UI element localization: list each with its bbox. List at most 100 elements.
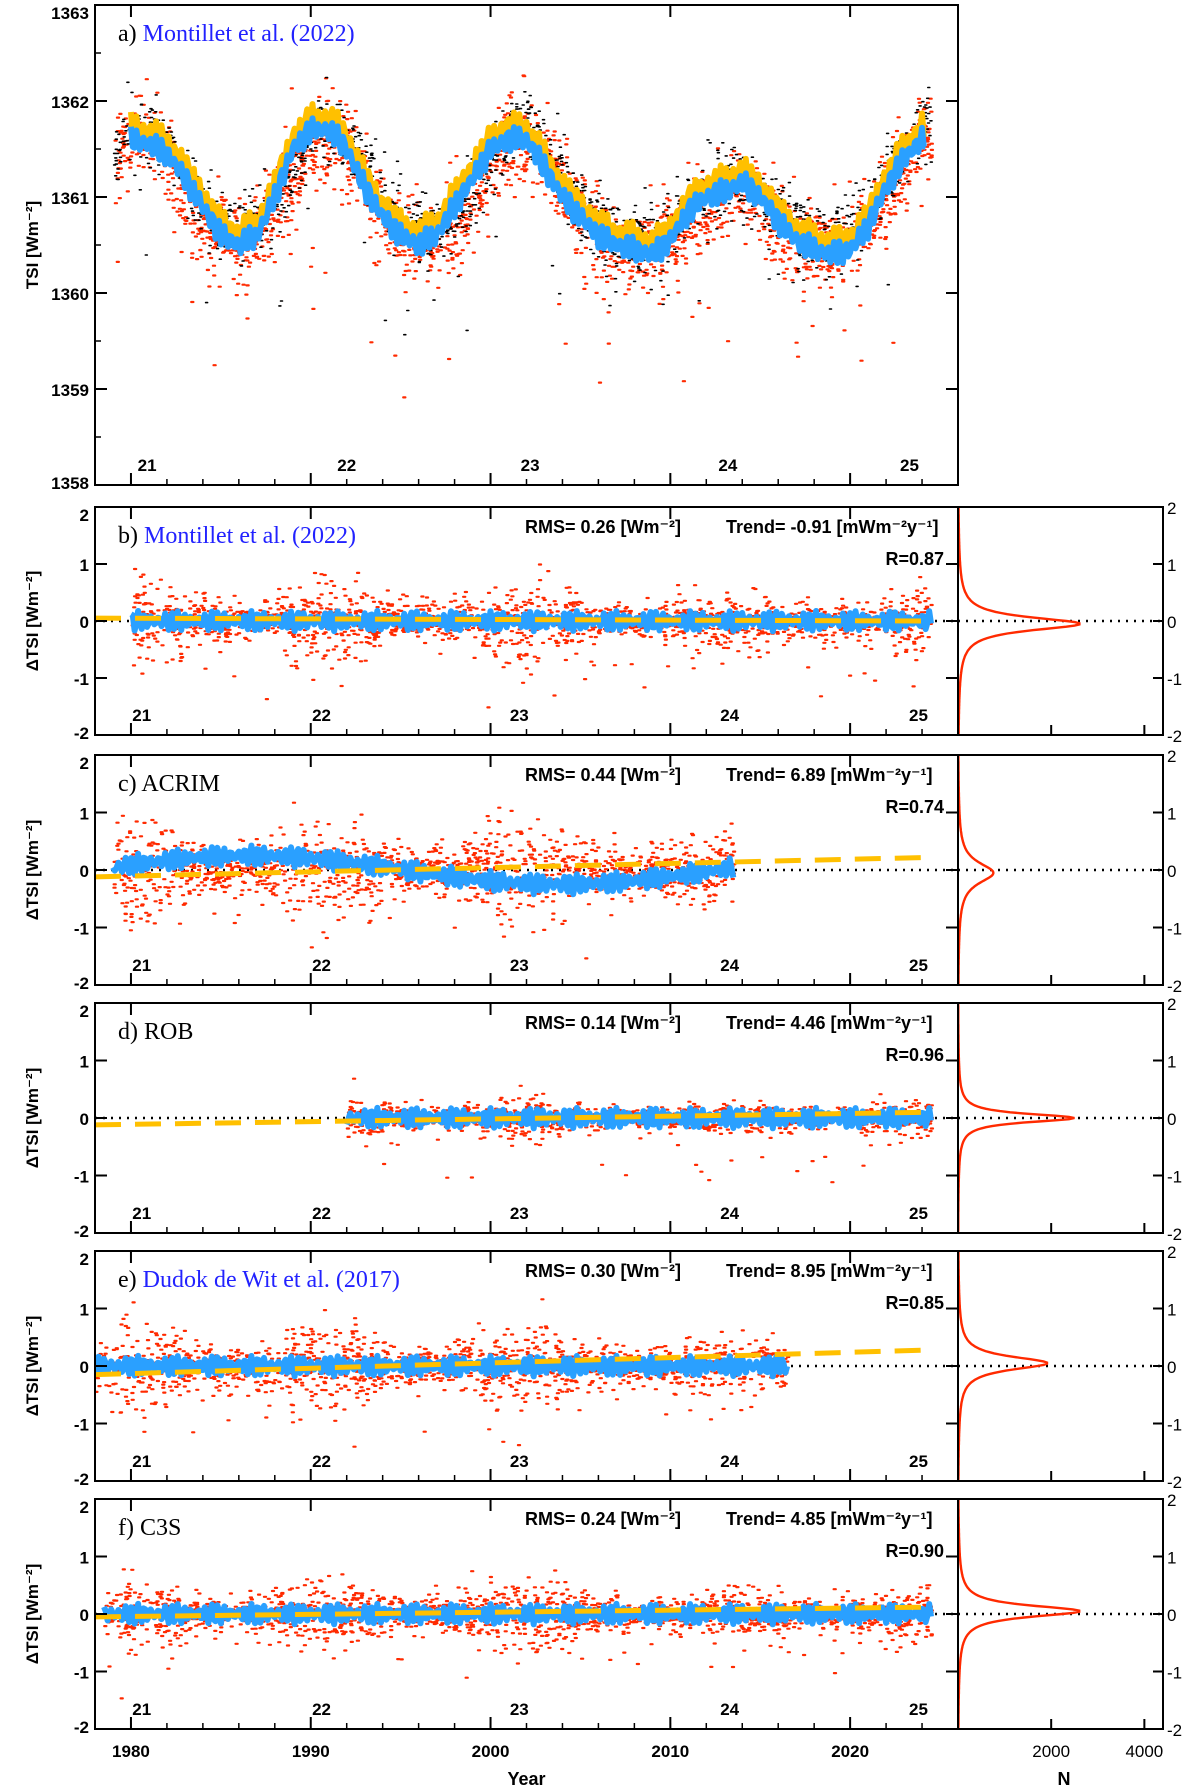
histogram-y-tick-label: -1 (1167, 920, 1182, 939)
histogram-y-tick-label: 2 (1167, 747, 1176, 766)
histogram-y-tick-label: 0 (1167, 613, 1176, 632)
y-tick-label: 0 (80, 1358, 89, 1377)
histogram-b: -2 -1 0 1 2 (957, 499, 1182, 746)
y-tick-label: -1 (74, 1416, 89, 1435)
cycle-label: 21 (132, 706, 151, 725)
cycle-label: 22 (312, 1452, 331, 1471)
y-tick-label: 2 (80, 1250, 89, 1269)
plot-area-b (95, 563, 958, 709)
y-tick-label: 1361 (51, 189, 89, 208)
rms-text: RMS= 0.26 [Wm⁻²] (525, 517, 681, 537)
histogram-y-tick-label: 0 (1167, 1110, 1176, 1129)
panel-e: -2 -1 0 1 2 RMS= 0.30 [Wm⁻²] Trend= 8.95 [mWm⁻… (23, 1243, 1182, 1492)
y-tick-label: -1 (74, 1664, 89, 1683)
y-tick-label: 1363 (51, 4, 89, 23)
histogram-y-tick-label: 1 (1167, 556, 1176, 575)
cycle-label: 21 (132, 1452, 151, 1471)
panel-label-prefix: c) (118, 771, 141, 797)
panel-label-prefix: a) (118, 21, 143, 47)
y-tick-label: -2 (74, 1718, 89, 1737)
cycle-label: 24 (720, 956, 739, 975)
trend-line (95, 1347, 932, 1378)
trend-line (95, 1604, 932, 1620)
y-axis-label: ΔTSI [Wm⁻²] (23, 1068, 42, 1169)
trend-text: Trend= 4.46 [mWm⁻²y⁻¹] (726, 1013, 933, 1033)
trend-line (95, 1109, 932, 1128)
trend-line (95, 615, 932, 624)
plot-area-f (95, 1568, 958, 1700)
cycle-label: 22 (337, 456, 356, 475)
panel-label-name: ROB (144, 1019, 193, 1045)
trend-text: Trend= 4.85 [mWm⁻²y⁻¹] (726, 1509, 933, 1529)
histogram-y-tick-label: -2 (1167, 1721, 1182, 1740)
cycle-label: 25 (909, 1452, 928, 1471)
cycle-label: 21 (138, 456, 157, 475)
residual-histogram (957, 1251, 1049, 1480)
blue-model-line (128, 115, 927, 267)
plot-area-d (95, 1077, 958, 1184)
histogram-y-tick-label: -2 (1167, 977, 1182, 996)
panel-label-year: (2022) (291, 21, 355, 47)
histogram-y-tick-label: 2 (1167, 995, 1176, 1014)
y-tick-label: 0 (80, 1606, 89, 1625)
cycle-label: 25 (909, 956, 928, 975)
x-tick-label: 2020 (831, 1742, 869, 1761)
histogram-frame (957, 754, 1164, 986)
panel-label-prefix: b) (118, 523, 144, 549)
panel-label-prefix: f) (118, 1515, 140, 1541)
correlation-text: R=0.87 (885, 549, 944, 569)
histogram-y-tick-label: 2 (1167, 1243, 1176, 1262)
y-tick-label: 1 (80, 1053, 89, 1072)
y-tick-label: 0 (80, 613, 89, 632)
histogram-y-tick-label: 0 (1167, 1606, 1176, 1625)
panel-label-prefix: d) (118, 1019, 144, 1045)
histogram-y-tick-label: -2 (1167, 727, 1182, 746)
x-tick-label: 1980 (112, 1742, 150, 1761)
histogram-y-tick-label: -2 (1167, 1225, 1182, 1244)
cycle-label: 21 (132, 956, 151, 975)
y-tick-label: 0 (80, 1110, 89, 1129)
residual-histogram (957, 1499, 1081, 1728)
histogram-y-tick-label: -1 (1167, 1416, 1182, 1435)
cycle-label: 23 (510, 1700, 529, 1719)
y-tick-label: -1 (74, 670, 89, 689)
trend-text: Trend= -0.91 [mWm⁻²y⁻¹] (726, 517, 939, 537)
y-tick-label: 2 (80, 1002, 89, 1021)
trend-text: Trend= 6.89 [mWm⁻²y⁻¹] (726, 765, 933, 785)
histogram-e: -2 -1 0 1 2 (957, 1243, 1182, 1492)
residual-points (130, 563, 934, 709)
cycle-label: 22 (312, 956, 331, 975)
cycle-label: 25 (900, 456, 919, 475)
histogram-f: -2 -1 0 1 2 2000 4000 (957, 1491, 1182, 1761)
cycle-label: 21 (132, 1204, 151, 1223)
histogram-c: -2 -1 0 1 2 (957, 747, 1182, 996)
cycle-label: 24 (718, 456, 737, 475)
panel-label: c) ACRIM (118, 771, 220, 797)
y-tick-label: 1 (80, 556, 89, 575)
panel-d: -2 -1 0 1 2 RMS= 0.14 [Wm⁻²] Trend= 4.46 [mWm⁻… (23, 995, 1182, 1244)
panel-label: b) Montillet et al. (2022) (118, 523, 356, 549)
histogram-y-tick-label: -1 (1167, 1664, 1182, 1683)
panel-label-name: C3S (140, 1515, 181, 1541)
cycle-label: 25 (909, 1700, 928, 1719)
panel-c: -2 -1 0 1 2 RMS= 0.44 [Wm⁻²] Trend= 6.89 [mWm⁻… (23, 747, 1182, 996)
trend-text: Trend= 8.95 [mWm⁻²y⁻¹] (726, 1261, 933, 1281)
y-tick-label: 1 (80, 1301, 89, 1320)
cycle-label: 24 (720, 1204, 739, 1223)
rms-text: RMS= 0.14 [Wm⁻²] (525, 1013, 681, 1033)
cycle-label: 24 (720, 1452, 739, 1471)
y-tick-label: 2 (80, 1498, 89, 1517)
y-axis-label: ΔTSI [Wm⁻²] (23, 1564, 42, 1665)
histogram-x-tick-label: 4000 (1125, 1742, 1163, 1761)
cycle-label: 22 (312, 1204, 331, 1223)
y-axis-label: ΔTSI [Wm⁻²] (23, 820, 42, 921)
correlation-text: R=0.90 (885, 1541, 944, 1561)
histogram-x-tick-label: 2000 (1032, 1742, 1070, 1761)
residual-points (103, 1568, 934, 1700)
cycle-label: 24 (720, 1700, 739, 1719)
histogram-y-tick-label: 1 (1167, 1053, 1176, 1072)
cycle-label: 23 (521, 456, 540, 475)
y-tick-label: 2 (80, 754, 89, 773)
panel-label: f) C3S (118, 1515, 181, 1541)
